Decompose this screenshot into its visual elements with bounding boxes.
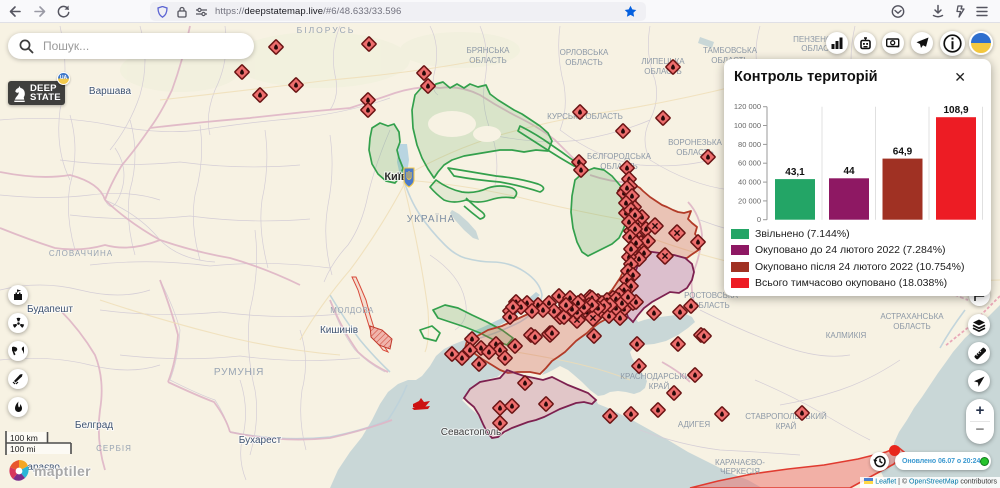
svg-text:ОБЛАСТЬ: ОБЛАСТЬ [565,58,603,67]
svg-text:108,9: 108,9 [943,105,968,116]
svg-text:Сараєво: Сараєво [20,462,60,473]
svg-text:РОСТОВСЬКА: РОСТОВСЬКА [684,291,738,300]
svg-text:Варшава: Варшава [89,86,132,97]
svg-text:100 000: 100 000 [734,121,761,130]
svg-text:КРАЙ: КРАЙ [649,382,670,391]
svg-text:ПЕНЗЕНСЬКА: ПЕНЗЕНСЬКА [793,35,847,44]
svg-text:СЛОВАЧЧИНА: СЛОВАЧЧИНА [49,249,113,258]
svg-text:СТАВРОПОЛЬСЬКИЙ: СТАВРОПОЛЬСЬКИЙ [745,412,827,421]
svg-text:40 000: 40 000 [738,178,761,187]
svg-text:60 000: 60 000 [738,159,761,168]
svg-text:ОБЛАСТЬ: ОБЛАСТЬ [676,148,714,157]
svg-text:ОБЛАСТЬ: ОБЛАСТЬ [644,67,682,76]
svg-text:БЄЛГОРОДСЬКА: БЄЛГОРОДСЬКА [587,152,652,161]
svg-text:ОБЛАСТЬ: ОБЛАСТЬ [469,56,507,65]
svg-text:Бухарест: Бухарест [239,435,282,446]
svg-text:80 000: 80 000 [738,140,761,149]
svg-text:ОБЛАСТЬ: ОБЛАСТЬ [692,301,730,310]
svg-text:Будапешт: Будапешт [27,304,73,315]
svg-text:120 000: 120 000 [734,102,761,111]
svg-text:ОБЛАСТЬ: ОБЛАСТЬ [801,44,839,53]
svg-text:БРЯНСЬКА: БРЯНСЬКА [467,46,511,55]
svg-text:ОРЛОВСЬКА: ОРЛОВСЬКА [560,48,609,57]
svg-text:20 000: 20 000 [738,196,761,205]
svg-text:Київ: Київ [384,171,408,183]
svg-text:100 mi: 100 mi [10,444,36,454]
svg-text:АДИГЕЯ: АДИГЕЯ [678,420,710,429]
svg-text:АСТРАХАНСЬКА: АСТРАХАНСЬКА [880,312,944,321]
svg-text:ВОРОНЕЗЬКА: ВОРОНЕЗЬКА [668,138,722,147]
svg-text:Севастополь: Севастополь [441,427,501,438]
svg-text:Белград: Белград [75,420,113,431]
svg-text:РУМУНІЯ: РУМУНІЯ [214,367,264,378]
svg-text:ЧЕРКЕСІЯ: ЧЕРКЕСІЯ [720,467,760,476]
svg-text:100 km: 100 km [10,433,38,443]
svg-text:УКРАЇНА: УКРАЇНА [407,213,456,225]
svg-text:ОБЛАСТЬ: ОБЛАСТЬ [600,162,638,171]
svg-text:КРАСНОДАРСЬКИЙ: КРАСНОДАРСЬКИЙ [620,372,696,381]
svg-text:СЕРБІЯ: СЕРБІЯ [96,444,132,453]
svg-text:КАЛМИКІЯ: КАЛМИКІЯ [826,331,867,340]
svg-text:КАРАЧАЄВО-: КАРАЧАЄВО- [715,458,765,467]
svg-text:ЛИПЕЦЬКА: ЛИПЕЦЬКА [641,57,685,66]
svg-text:МОЛДОВА: МОЛДОВА [330,306,374,315]
svg-text:КУРСЬКА ОБЛАСТЬ: КУРСЬКА ОБЛАСТЬ [547,112,623,121]
svg-text:64,9: 64,9 [893,147,913,158]
svg-text:БІЛОРУСЬ: БІЛОРУСЬ [297,25,356,35]
svg-text:0: 0 [757,215,761,224]
svg-text:Кишинів: Кишинів [320,325,358,336]
svg-text:43,1: 43,1 [785,167,805,178]
svg-text:44: 44 [843,166,855,177]
svg-text:КРАЙ: КРАЙ [776,422,797,431]
svg-text:ОБЛАСТЬ: ОБЛАСТЬ [893,322,931,331]
svg-text:ТАМБОВСЬКА: ТАМБОВСЬКА [703,46,758,55]
